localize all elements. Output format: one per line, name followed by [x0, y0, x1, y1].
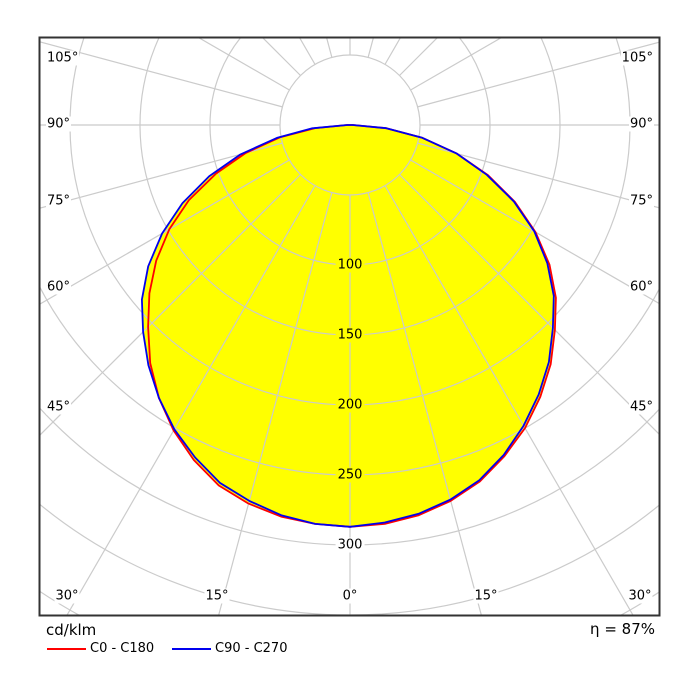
angular-gridline-ray — [39, 159, 290, 305]
angular-gridline-ray — [39, 174, 301, 437]
angle-label-left-4: 45° — [46, 399, 72, 415]
legend-entry-c90-c270: C90 - C270 — [215, 641, 288, 656]
unit-label: cd/klm — [46, 621, 97, 639]
angular-gridline-ray — [39, 41, 283, 108]
efficiency-label: η = 87% — [590, 620, 655, 638]
angle-label-left-2: 75° — [46, 193, 72, 209]
angular-gridline-ray — [197, 37, 290, 91]
angular-gridline-ray — [325, 37, 333, 58]
angle-label-right-3: 60° — [628, 279, 654, 295]
angular-gridline-ray — [39, 142, 283, 209]
angular-gridline-ray — [367, 192, 483, 616]
angle-label-bottom-2: 0° — [341, 588, 359, 604]
angle-label-bottom-4: 30° — [627, 588, 653, 604]
angle-label-bottom-3: 15° — [473, 588, 499, 604]
angular-gridline-ray — [410, 37, 503, 91]
angle-label-right-1: 90° — [628, 116, 654, 132]
angular-gridline-ray — [384, 185, 634, 616]
legend-swatch-c0-c180 — [47, 648, 86, 650]
angular-gridline-ray — [417, 142, 660, 209]
radial-scale-label-100: 100 — [335, 257, 365, 273]
radial-scale-label-200: 200 — [335, 397, 365, 413]
angle-label-left-1: 90° — [46, 116, 72, 132]
radial-scale-label-150: 150 — [335, 327, 365, 343]
angle-label-right-4: 45° — [628, 399, 654, 415]
angle-label-left-0: 105° — [46, 50, 80, 66]
angular-gridline-ray — [217, 192, 333, 616]
angular-gridline-ray — [367, 37, 375, 58]
legend-swatch-c90-c270 — [172, 648, 211, 650]
angle-label-bottom-0: 30° — [54, 588, 80, 604]
angle-label-right-0: 105° — [620, 50, 654, 66]
intensity-curve-c90-c270 — [141, 124, 555, 528]
plot-border — [38, 36, 661, 617]
angle-label-right-2: 75° — [628, 193, 654, 209]
angular-gridline-ray — [410, 159, 660, 305]
angular-gridline-ray — [399, 174, 660, 436]
legend-entry-c0-c180: C0 - C180 — [90, 641, 155, 656]
radial-scale-label-300: 300 — [335, 537, 365, 553]
angle-label-bottom-1: 15° — [204, 588, 230, 604]
angle-label-left-3: 60° — [46, 279, 72, 295]
radial-scale-label-250: 250 — [335, 467, 365, 483]
angular-gridline-ray — [417, 41, 660, 108]
